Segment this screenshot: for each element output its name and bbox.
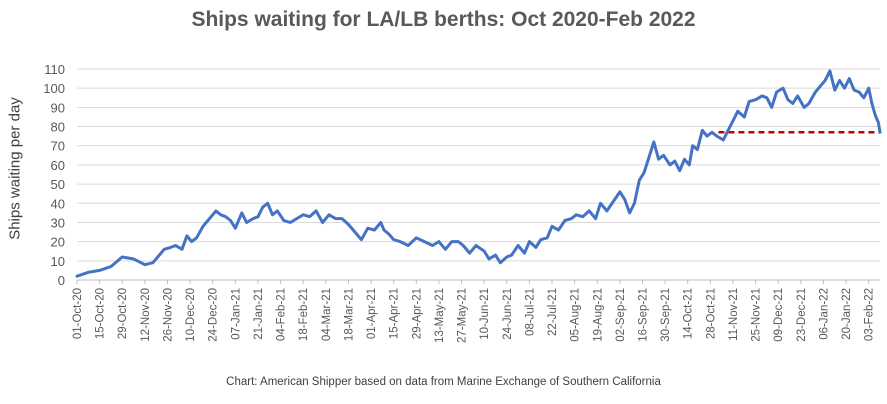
x-tick-label: 22-Jul-21 bbox=[547, 288, 559, 336]
y-tick-label: 60 bbox=[51, 158, 65, 173]
x-tick-label: 01-Apr-21 bbox=[366, 288, 378, 339]
x-tick-label: 08-Jul-21 bbox=[524, 288, 536, 336]
y-tick-label: 70 bbox=[51, 139, 65, 154]
x-tick-label: 19-Aug-21 bbox=[592, 288, 604, 342]
x-tick-label: 30-Sep-21 bbox=[660, 288, 672, 342]
x-tick-label: 12-Nov-20 bbox=[140, 288, 152, 342]
y-tick-label: 20 bbox=[51, 235, 65, 250]
x-tick-label: 02-Sep-21 bbox=[615, 288, 627, 342]
y-tick-label: 0 bbox=[58, 273, 65, 288]
chart-title: Ships waiting for LA/LB berths: Oct 2020… bbox=[191, 8, 696, 31]
x-tick-label: 05-Aug-21 bbox=[570, 288, 582, 342]
chart-source-note: Chart: American Shipper based on data fr… bbox=[226, 376, 661, 388]
x-tick-label: 09-Dec-21 bbox=[773, 288, 785, 342]
x-tick-label: 24-Jun-21 bbox=[502, 288, 514, 340]
x-tick-label: 04-Feb-21 bbox=[276, 288, 288, 341]
x-tick-label: 18-Mar-21 bbox=[343, 288, 355, 341]
x-tick-label: 15-Apr-21 bbox=[389, 288, 401, 339]
x-tick-label: 23-Dec-21 bbox=[796, 288, 808, 342]
x-tick-label: 11-Nov-21 bbox=[728, 288, 740, 341]
x-tick-label: 29-Apr-21 bbox=[411, 288, 423, 339]
x-tick-label: 15-Oct-20 bbox=[95, 288, 107, 339]
x-tick-label: 20-Jan-22 bbox=[841, 288, 853, 340]
x-tick-label: 16-Sep-21 bbox=[637, 288, 649, 342]
y-tick-label: 30 bbox=[51, 215, 65, 230]
x-tick-label: 24-Dec-20 bbox=[208, 288, 220, 342]
x-tick-label: 07-Jan-21 bbox=[230, 288, 242, 340]
x-tick-label: 03-Feb-22 bbox=[864, 288, 876, 341]
y-tick-label: 110 bbox=[44, 62, 65, 77]
x-tick-label: 27-May-21 bbox=[457, 288, 469, 343]
y-tick-label: 90 bbox=[51, 100, 65, 115]
x-tick-label: 21-Jan-21 bbox=[253, 288, 265, 340]
y-tick-label: 40 bbox=[51, 196, 65, 211]
x-tick-label: 28-Oct-21 bbox=[705, 288, 717, 339]
y-tick-label: 80 bbox=[51, 120, 65, 135]
y-tick-label: 50 bbox=[51, 177, 65, 192]
x-tick-label: 13-May-21 bbox=[434, 288, 446, 343]
x-tick-label: 25-Nov-21 bbox=[751, 288, 763, 342]
x-tick-label: 29-Oct-20 bbox=[117, 288, 129, 339]
x-tick-label: 06-Jan-22 bbox=[818, 288, 830, 340]
series-line bbox=[75, 69, 882, 278]
x-tick-label: 26-Nov-20 bbox=[162, 288, 174, 342]
x-tick-label: 01-Oct-20 bbox=[72, 288, 84, 339]
x-tick-label: 18-Feb-21 bbox=[298, 288, 310, 341]
y-tick-label: 10 bbox=[51, 254, 65, 269]
x-tick-label: 10-Jun-21 bbox=[479, 288, 491, 340]
x-tick-label: 14-Oct-21 bbox=[683, 288, 695, 339]
y-tick-label: 100 bbox=[43, 81, 65, 96]
x-tick-label: 10-Dec-20 bbox=[185, 288, 197, 342]
x-tick-label: 04-Mar-21 bbox=[321, 288, 333, 341]
